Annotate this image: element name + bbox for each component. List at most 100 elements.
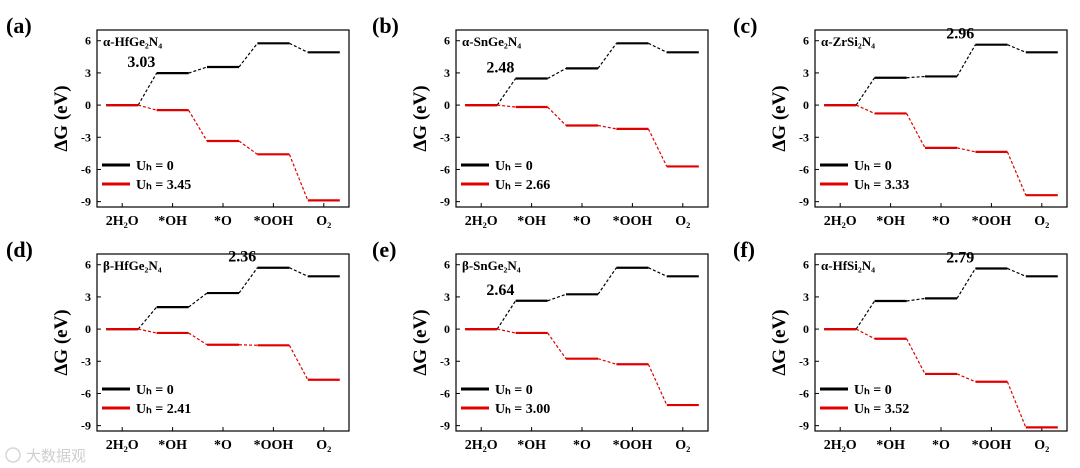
x-category-label: *OOH xyxy=(972,214,1012,229)
x-category-label: *OOH xyxy=(972,438,1012,453)
energy-connector xyxy=(1007,267,1027,277)
panel-label: (a) xyxy=(6,13,32,38)
material-title: α-HfSi₂N₄ xyxy=(821,258,875,273)
energy-connector xyxy=(956,44,976,77)
x-category-label: 2H₂O xyxy=(465,214,498,229)
series-red xyxy=(106,103,340,202)
material-title: α-ZrSi₂N₄ xyxy=(821,34,875,49)
legend-label: Uₕ = 0 xyxy=(136,383,174,398)
energy-connector xyxy=(137,306,158,330)
legend-label: Uₕ = 3.52 xyxy=(854,402,909,417)
x-category-label: 2H₂O xyxy=(824,438,857,453)
y-tick-label: 6 xyxy=(803,258,809,272)
material-title: β-SnGe₂N₄ xyxy=(462,258,521,273)
y-axis-title: ΔG (eV) xyxy=(410,85,431,151)
energy-connector xyxy=(547,67,567,80)
limiting-step-value: 2.48 xyxy=(486,59,514,76)
energy-connector xyxy=(597,124,617,130)
y-tick-label: 0 xyxy=(803,322,809,336)
energy-connector xyxy=(597,358,617,365)
x-category-label: O₂ xyxy=(316,214,331,229)
y-tick-label: 3 xyxy=(85,66,91,80)
y-axis-title: ΔG (eV) xyxy=(51,309,72,375)
panel-label: (f) xyxy=(733,237,755,262)
x-category-label: *OH xyxy=(158,438,187,453)
energy-connector xyxy=(956,268,976,299)
energy-connector xyxy=(188,66,208,74)
legend-label: Uₕ = 3.33 xyxy=(854,178,909,193)
energy-connector xyxy=(1006,151,1027,196)
x-category-label: *O xyxy=(214,438,232,453)
energy-connector xyxy=(288,345,309,381)
x-category-label: *OH xyxy=(517,438,546,453)
x-category-label: 2H₂O xyxy=(465,438,498,453)
material-title: α-SnGe₂N₄ xyxy=(462,34,521,49)
y-tick-label: 6 xyxy=(444,258,450,272)
y-axis-title: ΔG (eV) xyxy=(769,309,790,375)
energy-connector xyxy=(238,267,258,294)
y-tick-label: 3 xyxy=(803,66,809,80)
x-category-label: *OH xyxy=(876,438,905,453)
energy-connector xyxy=(855,328,875,340)
y-tick-label: -6 xyxy=(440,162,450,176)
plot-frame xyxy=(814,253,1068,432)
energy-connector xyxy=(238,42,258,68)
energy-connector xyxy=(496,78,517,106)
energy-connector xyxy=(1007,44,1027,53)
energy-connector xyxy=(238,140,258,155)
x-category-label: *OH xyxy=(517,214,546,229)
energy-connector xyxy=(288,154,309,201)
x-category-label: *O xyxy=(573,438,591,453)
x-category-label: O₂ xyxy=(675,214,690,229)
x-category-label: O₂ xyxy=(316,438,331,453)
y-tick-label: 3 xyxy=(444,290,450,304)
y-tick-label: 0 xyxy=(85,98,91,112)
series-black xyxy=(824,267,1058,331)
y-tick-label: -3 xyxy=(81,130,91,144)
panel-label: (d) xyxy=(6,237,33,262)
energy-connector xyxy=(137,72,158,106)
energy-connector xyxy=(497,104,516,108)
chart-panel-3: (c) 6 3 0 -3 -6 -9 ΔG (eV) 2H₂O *OH *O *OOH O₂ α-ZrSi… xyxy=(733,13,1068,229)
legend-label: Uₕ = 0 xyxy=(495,383,533,398)
series-red xyxy=(824,327,1058,429)
series-red xyxy=(465,103,699,168)
y-tick-label: 0 xyxy=(803,98,809,112)
energy-connector xyxy=(956,147,976,153)
legend-label: Uₕ = 2.66 xyxy=(495,178,550,193)
y-tick-label: -6 xyxy=(81,386,91,400)
x-category-label: *OOH xyxy=(254,438,294,453)
energy-connector xyxy=(906,75,926,79)
panel-label: (b) xyxy=(372,13,399,38)
energy-connector xyxy=(547,332,567,360)
series-black xyxy=(106,266,340,331)
x-category-label: *O xyxy=(932,214,950,229)
x-category-label: O₂ xyxy=(675,438,690,453)
energy-connector xyxy=(855,104,875,115)
x-category-label: *OH xyxy=(158,214,187,229)
plot-frame xyxy=(96,253,350,432)
legend-label: Uₕ = 0 xyxy=(136,159,174,174)
energy-connector xyxy=(648,42,668,53)
y-axis-title: ΔG (eV) xyxy=(769,85,790,151)
y-tick-label: 6 xyxy=(803,34,809,48)
chart-panel-6: (f) 6 3 0 -3 -6 -9 ΔG (eV) 2H₂O *OH *O *OOH O₂ α-HfSi… xyxy=(733,237,1068,453)
watermark-text: 大数据观 xyxy=(26,447,86,465)
energy-connector xyxy=(188,332,208,346)
energy-connector xyxy=(855,77,876,106)
y-tick-label: 0 xyxy=(444,322,450,336)
y-tick-label: -3 xyxy=(799,354,809,368)
x-category-label: *O xyxy=(932,438,950,453)
limiting-step-value: 2.36 xyxy=(228,249,256,266)
y-tick-label: 0 xyxy=(444,98,450,112)
energy-connector xyxy=(138,104,157,111)
series-red xyxy=(824,103,1058,197)
y-tick-label: 6 xyxy=(85,34,91,48)
panel-label: (e) xyxy=(372,237,396,262)
limiting-step-value: 2.64 xyxy=(486,282,514,299)
x-category-label: *OOH xyxy=(254,214,294,229)
series-black xyxy=(824,43,1058,107)
energy-connector xyxy=(238,344,258,346)
y-axis-title: ΔG (eV) xyxy=(410,309,431,375)
